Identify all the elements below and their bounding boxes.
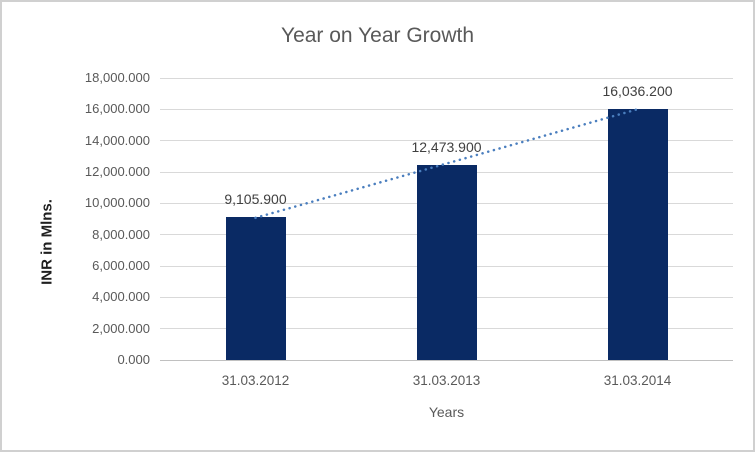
gridline [160, 108, 733, 110]
x-tick-label: 31.03.2014 [603, 373, 672, 388]
x-tick-label: 31.03.2012 [221, 373, 290, 388]
y-tick-label: 16,000.000 [84, 101, 150, 117]
trendline[interactable] [254, 108, 639, 220]
x-axis-title: Years [428, 404, 465, 420]
y-tick-label: 6,000.000 [92, 258, 150, 273]
y-tick-label: 14,000.000 [84, 132, 150, 148]
y-tick-label: 18,000.000 [84, 70, 150, 85]
bar-31.03.2012[interactable] [225, 217, 286, 360]
x-tick-label: 31.03.2013 [412, 373, 481, 388]
gridline [160, 140, 733, 142]
bar-value-label: 9,105.900 [224, 191, 287, 208]
chart-title: Year on Year Growth [280, 24, 475, 47]
y-tick-label: 10,000.000 [84, 195, 150, 211]
gridline [160, 359, 733, 361]
y-tick-label: 8,000.000 [92, 226, 150, 242]
bar-value-label: 16,036.200 [602, 82, 673, 99]
bar-31.03.2014[interactable] [607, 108, 668, 360]
bar-value-label: 12,473.900 [411, 138, 482, 155]
y-tick-label: 0.000 [117, 352, 150, 367]
gridline [160, 77, 733, 79]
bar-31.03.2013[interactable] [416, 164, 477, 360]
y-tick-label: 4,000.000 [92, 289, 150, 305]
y-tick-label: 2,000.000 [92, 320, 150, 336]
y-tick-label: 12,000.000 [84, 164, 150, 179]
